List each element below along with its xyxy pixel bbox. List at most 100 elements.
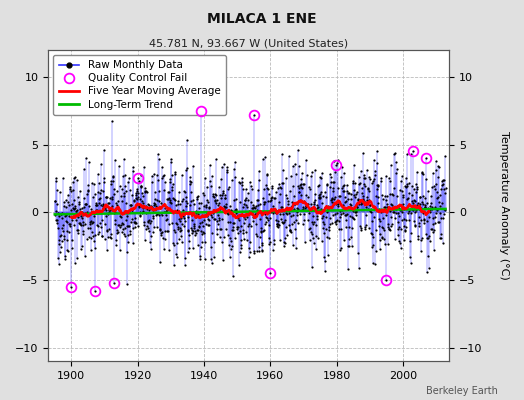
Point: [168, 220, 177, 226]
Point: [132, 190, 140, 196]
Point: [85, 159, 93, 165]
Point: [61, 252, 69, 259]
Point: [203, 184, 211, 190]
Point: [275, 198, 283, 205]
Point: [375, 222, 383, 229]
Point: [320, 229, 329, 236]
Point: [344, 243, 353, 249]
Point: [248, 186, 256, 192]
Point: [345, 243, 353, 249]
Point: [231, 207, 239, 214]
Point: [85, 203, 93, 209]
Point: [260, 221, 269, 227]
Point: [160, 204, 169, 211]
Point: [361, 226, 369, 232]
Point: [96, 190, 104, 196]
Point: [195, 222, 203, 229]
Point: [280, 239, 289, 245]
Point: [180, 222, 189, 229]
Point: [64, 248, 72, 254]
Point: [386, 208, 394, 214]
Point: [268, 247, 277, 253]
Point: [253, 233, 261, 239]
Point: [333, 157, 342, 163]
Point: [170, 171, 179, 178]
Point: [401, 175, 410, 182]
Point: [183, 228, 192, 234]
Point: [390, 236, 399, 242]
Point: [177, 233, 185, 239]
Point: [435, 210, 444, 216]
Point: [212, 200, 221, 206]
Point: [101, 235, 109, 242]
Point: [248, 205, 257, 212]
Point: [258, 195, 267, 201]
Point: [167, 156, 175, 162]
Point: [340, 170, 348, 176]
Point: [256, 200, 265, 207]
Point: [348, 180, 357, 186]
Point: [211, 216, 220, 222]
Point: [72, 210, 81, 216]
Point: [278, 151, 286, 158]
Point: [213, 226, 222, 232]
Point: [121, 224, 129, 231]
Point: [332, 200, 341, 207]
Point: [235, 199, 244, 205]
Point: [257, 227, 265, 234]
Point: [406, 254, 414, 261]
Point: [74, 194, 83, 200]
Point: [256, 224, 265, 231]
Point: [355, 265, 363, 271]
Point: [407, 151, 416, 157]
Point: [186, 202, 194, 208]
Point: [398, 209, 407, 216]
Point: [413, 169, 421, 176]
Point: [157, 230, 165, 236]
Point: [188, 226, 196, 233]
Point: [282, 210, 291, 216]
Point: [312, 246, 320, 252]
Point: [151, 203, 160, 210]
Point: [294, 189, 303, 195]
Point: [106, 206, 114, 213]
Point: [95, 196, 103, 202]
Point: [228, 208, 236, 214]
Point: [118, 186, 126, 192]
Point: [311, 167, 320, 173]
Point: [337, 211, 346, 218]
Point: [254, 197, 262, 203]
Point: [425, 203, 434, 210]
Point: [158, 175, 166, 181]
Point: [313, 213, 321, 219]
Point: [88, 180, 96, 186]
Point: [342, 212, 351, 218]
Point: [124, 239, 132, 246]
Point: [179, 196, 188, 202]
Point: [400, 228, 409, 234]
Point: [141, 202, 150, 209]
Point: [247, 199, 255, 205]
Point: [312, 222, 320, 228]
Point: [173, 221, 181, 228]
Point: [197, 244, 205, 250]
Point: [389, 205, 398, 212]
Point: [116, 192, 125, 199]
Point: [341, 199, 349, 206]
Point: [65, 229, 73, 235]
Point: [365, 208, 374, 214]
Point: [323, 181, 332, 188]
Point: [160, 246, 168, 252]
Point: [419, 193, 428, 200]
Point: [90, 212, 99, 219]
Point: [161, 179, 169, 185]
Point: [402, 217, 411, 223]
Point: [302, 156, 310, 163]
Text: Berkeley Earth: Berkeley Earth: [426, 386, 498, 396]
Point: [148, 206, 157, 213]
Point: [75, 220, 83, 226]
Point: [79, 231, 88, 238]
Point: [134, 175, 142, 182]
Point: [52, 216, 60, 223]
Point: [318, 170, 326, 176]
